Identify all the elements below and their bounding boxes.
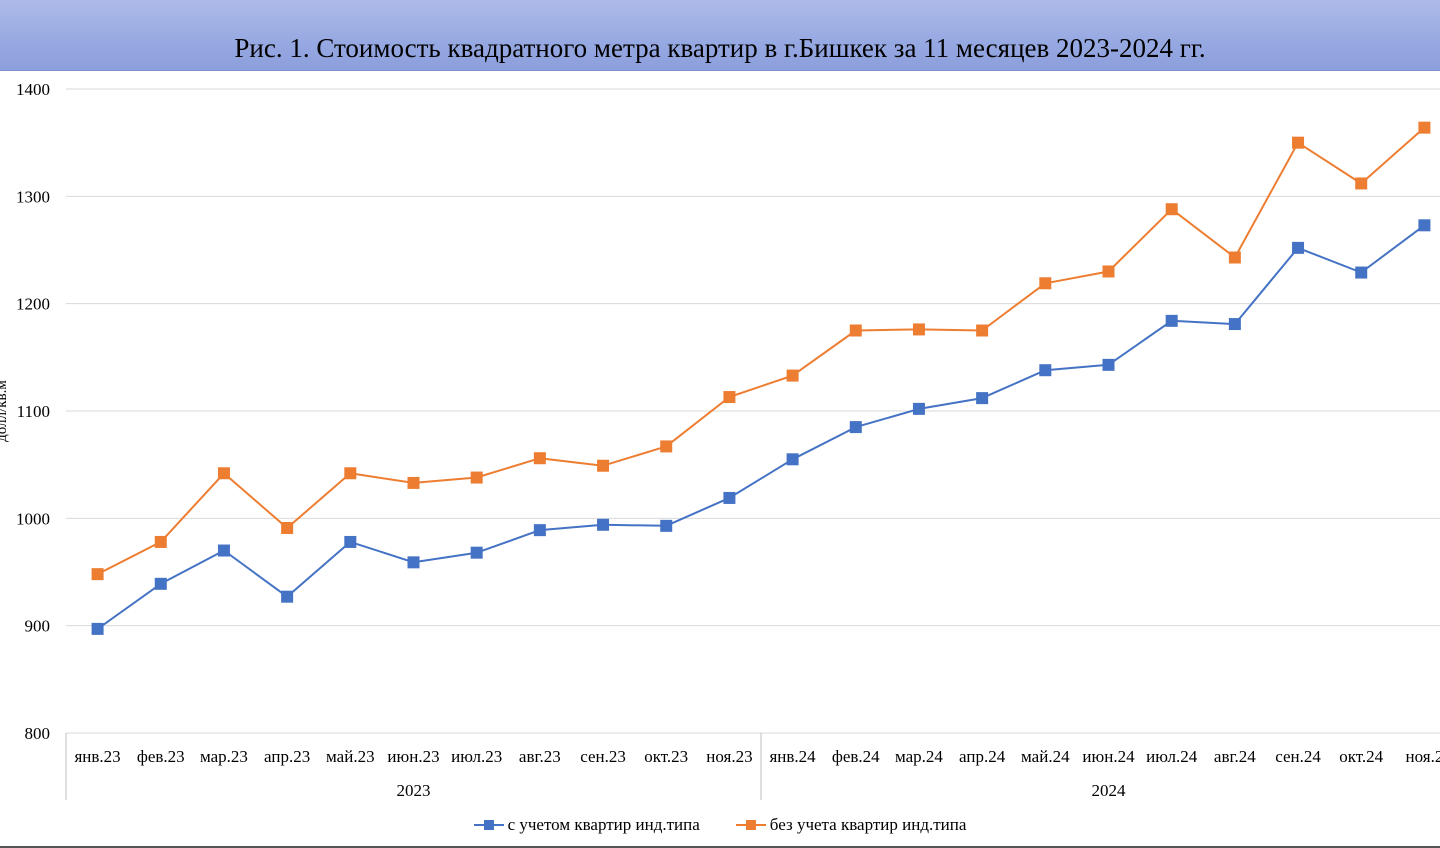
x-tick-label: янв.23	[74, 747, 120, 766]
series-line-2	[97, 126, 1426, 575]
data-point-series-1	[1102, 358, 1115, 371]
legend-swatch-orange	[735, 818, 766, 832]
data-point-series-2	[470, 471, 483, 484]
data-point-series-1	[1228, 318, 1241, 331]
y-tick-label: 1100	[17, 402, 50, 421]
data-point-series-1	[786, 453, 799, 466]
data-point-series-1	[154, 577, 167, 590]
y-axis-label: долл/кв.м	[0, 380, 10, 442]
x-tick-label: авг.24	[1214, 747, 1256, 766]
data-point-series-2	[1292, 136, 1305, 149]
data-point-series-2	[723, 391, 736, 404]
x-tick-label: сен.23	[580, 747, 626, 766]
group-label: 2023	[397, 781, 431, 800]
data-point-series-2	[1418, 121, 1431, 134]
legend-swatch-blue	[473, 818, 504, 832]
data-point-series-1	[344, 535, 357, 548]
x-tick-label: апр.23	[264, 747, 310, 766]
legend-label: с учетом квартир инд.типа	[507, 815, 700, 834]
data-point-series-1	[849, 421, 862, 434]
data-point-series-2	[91, 568, 104, 581]
y-tick-label: 1200	[16, 295, 50, 314]
data-point-series-1	[1165, 314, 1178, 327]
x-tick-label: ноя.2	[1405, 747, 1440, 766]
x-tick-label: июл.24	[1146, 747, 1198, 766]
data-point-series-1	[533, 524, 546, 537]
x-tick-label: фев.24	[832, 747, 880, 766]
y-tick-label: 1000	[16, 509, 50, 528]
data-point-series-1	[1355, 266, 1368, 279]
chart-title: Рис. 1. Стоимость квадратного метра квар…	[234, 33, 1206, 63]
data-point-series-1	[281, 590, 294, 603]
y-tick-label: 1400	[16, 80, 50, 99]
bottom-border	[0, 846, 1440, 848]
data-point-series-1	[912, 402, 925, 415]
data-point-series-1	[723, 491, 736, 504]
data-point-series-2	[1102, 265, 1115, 278]
x-tick-label: июн.24	[1082, 747, 1135, 766]
data-point-series-1	[976, 392, 989, 405]
data-point-series-2	[1165, 203, 1178, 216]
data-point-series-1	[1292, 241, 1305, 254]
data-point-series-1	[597, 518, 610, 531]
series-line-1	[97, 224, 1425, 630]
data-point-series-1	[217, 544, 230, 557]
chart-title-bar: Рис. 1. Стоимость квадратного метра квар…	[0, 0, 1440, 71]
data-point-series-2	[849, 324, 862, 337]
data-point-series-2	[281, 521, 294, 534]
x-tick-label: сен.24	[1275, 747, 1321, 766]
data-point-series-2	[1039, 277, 1052, 290]
x-tick-label: май.24	[1021, 747, 1070, 766]
group-label: 2024	[1092, 781, 1127, 800]
data-point-series-1	[660, 519, 673, 532]
data-point-series-1	[91, 622, 104, 635]
data-point-series-2	[407, 476, 420, 489]
x-tick-label: апр.24	[959, 747, 1006, 766]
legend-item-without-individual: без учета квартир инд.типа	[735, 815, 967, 835]
data-point-series-2	[217, 467, 230, 480]
data-point-series-2	[154, 535, 167, 548]
x-tick-label: май.23	[326, 747, 375, 766]
legend-item-with-individual: с учетом квартир инд.типа	[473, 815, 700, 835]
data-point-series-2	[912, 323, 925, 336]
data-point-series-1	[1039, 364, 1052, 377]
data-point-series-2	[786, 369, 799, 382]
x-tick-label: ноя.23	[706, 747, 752, 766]
x-tick-label: авг.23	[519, 747, 561, 766]
legend-label: без учета квартир инд.типа	[769, 815, 967, 834]
data-point-series-1	[470, 546, 483, 559]
x-tick-label: июн.23	[387, 747, 439, 766]
x-tick-label: мар.24	[895, 747, 943, 766]
x-tick-label: окт.24	[1339, 747, 1383, 766]
x-tick-label: янв.24	[769, 747, 816, 766]
y-tick-label: 900	[25, 617, 51, 636]
y-tick-label: 1300	[16, 187, 50, 206]
x-tick-label: фев.23	[137, 747, 185, 766]
data-point-series-2	[976, 324, 989, 337]
data-point-series-1	[407, 556, 420, 569]
data-point-series-2	[344, 467, 357, 480]
data-point-series-2	[1355, 177, 1368, 190]
data-point-series-1	[1418, 219, 1431, 232]
y-tick-label: 800	[25, 724, 51, 743]
data-point-series-2	[660, 440, 673, 453]
data-point-series-2	[533, 452, 546, 465]
x-tick-label: мар.23	[200, 747, 248, 766]
data-point-series-2	[1228, 251, 1241, 264]
chart-legend: с учетом квартир инд.типа без учета квар…	[0, 813, 1440, 837]
x-tick-label: июл.23	[451, 747, 502, 766]
x-tick-label: окт.23	[644, 747, 688, 766]
data-point-series-2	[597, 459, 610, 472]
